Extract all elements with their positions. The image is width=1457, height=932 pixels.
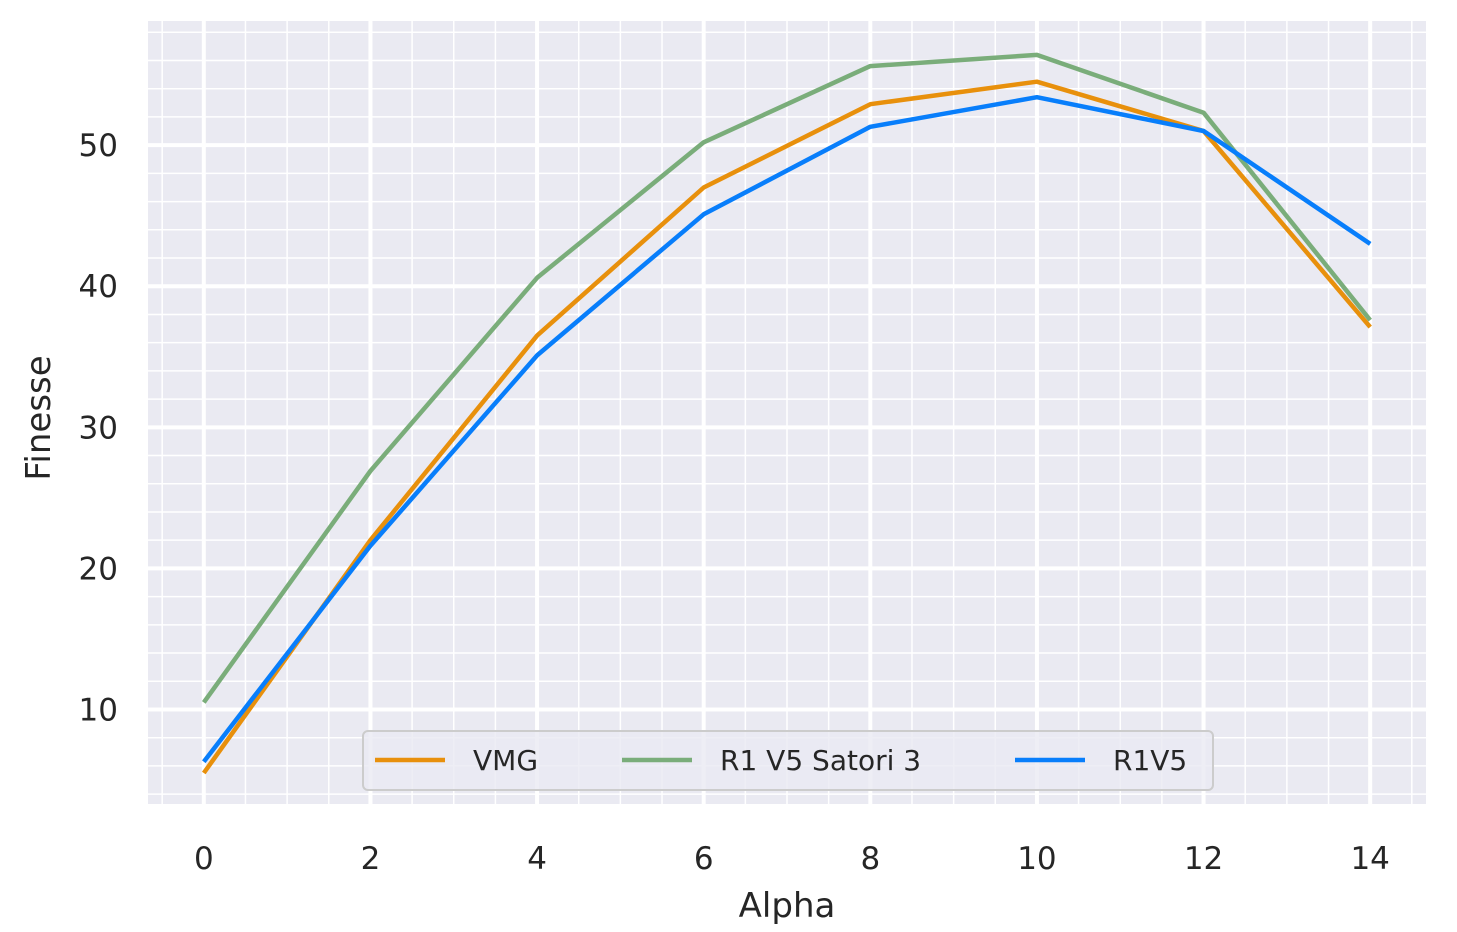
x-tick-labels: 0 2 4 6 8 10 12 14 bbox=[194, 841, 1390, 877]
y-tick-label: 10 bbox=[79, 692, 118, 728]
y-tick-labels: 10 20 30 40 50 bbox=[79, 128, 118, 728]
x-tick-label: 10 bbox=[1017, 841, 1056, 877]
series-line-0 bbox=[201, 79, 1372, 775]
legend: VMG R1 V5 Satori 3 R1V5 bbox=[362, 730, 1214, 791]
x-tick-label: 12 bbox=[1184, 841, 1223, 877]
y-axis-label: Finesse bbox=[19, 355, 59, 480]
x-axis-label: Alpha bbox=[739, 886, 836, 926]
x-tick-label: 6 bbox=[694, 841, 714, 877]
series-lines bbox=[201, 52, 1372, 775]
legend-label-0: VMG bbox=[473, 744, 538, 777]
series-line-1 bbox=[201, 52, 1372, 704]
series-line-2 bbox=[202, 94, 1372, 764]
x-tick-label: 14 bbox=[1350, 841, 1389, 877]
x-tick-label: 4 bbox=[527, 841, 547, 877]
legend-label-1: R1 V5 Satori 3 bbox=[720, 744, 921, 777]
x-tick-label: 0 bbox=[194, 841, 214, 877]
y-tick-label: 30 bbox=[79, 410, 118, 446]
legend-label-2: R1V5 bbox=[1113, 744, 1187, 777]
y-tick-label: 40 bbox=[79, 269, 118, 305]
y-tick-label: 50 bbox=[79, 128, 118, 164]
y-tick-label: 20 bbox=[79, 551, 118, 587]
x-tick-label: 8 bbox=[860, 841, 880, 877]
x-tick-label: 2 bbox=[361, 841, 381, 877]
legend-box bbox=[362, 730, 1214, 791]
